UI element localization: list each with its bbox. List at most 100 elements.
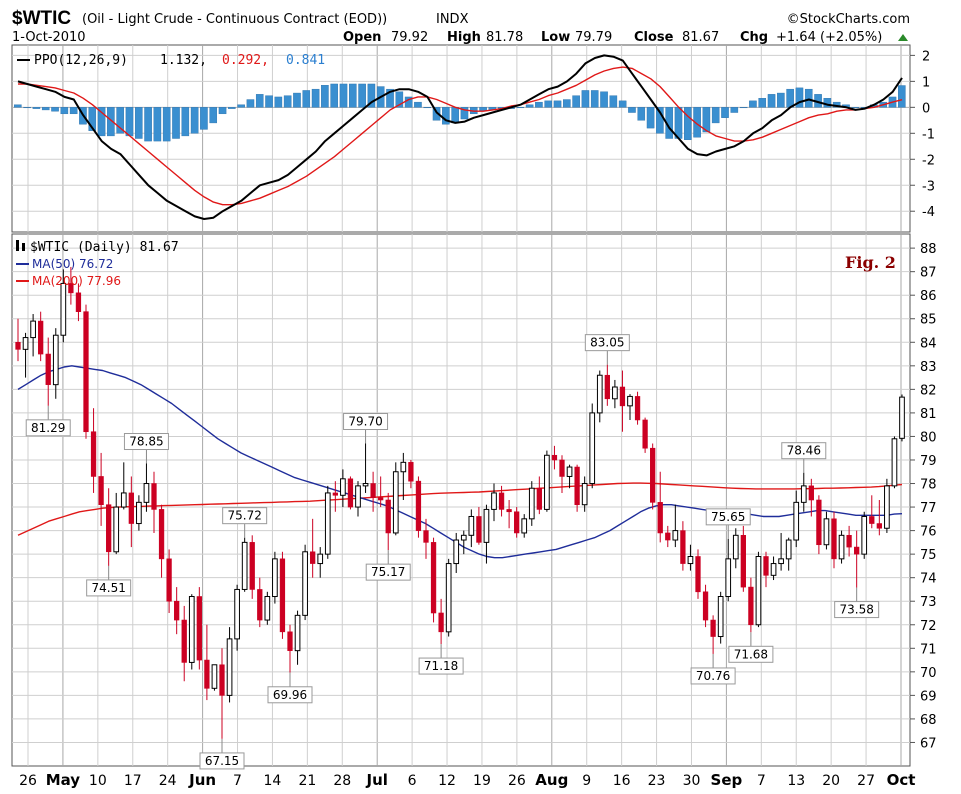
- candle-body-down: [90, 431, 97, 477]
- ppo-histogram-bar: [590, 90, 599, 108]
- candle-body-up: [453, 539, 460, 565]
- candle-body-down: [166, 558, 172, 602]
- ppo-histogram-bar: [265, 95, 273, 108]
- candle-body-up: [445, 563, 452, 633]
- candle-body-down: [128, 492, 134, 524]
- ppo-histogram-bar: [283, 95, 292, 108]
- ppo-histogram-bar: [898, 85, 906, 108]
- ma50-legend: MA(50) 76.72: [32, 257, 113, 271]
- candle-body-down: [423, 530, 429, 543]
- price-annotation: 73.58: [834, 587, 880, 619]
- candle-body-down: [710, 619, 716, 637]
- x-tick-label: Jun: [188, 771, 216, 789]
- candle-body-up: [113, 506, 120, 553]
- ppo-histogram-bar: [739, 107, 748, 109]
- ppo-histogram-bar: [628, 107, 636, 113]
- candle-body-down: [106, 504, 112, 553]
- candle-body-up: [884, 485, 890, 529]
- x-tick-label: 30: [683, 773, 701, 789]
- candle-body-up: [612, 386, 618, 400]
- candle-body-up: [891, 438, 898, 487]
- candle-body-up: [785, 539, 792, 560]
- ppo-histogram-bar: [451, 107, 459, 124]
- candle-body-down: [385, 499, 391, 534]
- annotation-box: [690, 667, 736, 685]
- candle-body-up: [22, 337, 29, 350]
- price-legend-swatch: [16, 240, 19, 251]
- candle-body-up: [627, 395, 633, 407]
- ppo-histogram-bar: [358, 83, 366, 108]
- price-y-tick-label: 84: [920, 336, 937, 351]
- price-annotation: 78.85: [123, 433, 169, 464]
- candle-body-down: [763, 556, 769, 576]
- candle-body-down: [854, 546, 860, 555]
- candle-body-down: [15, 341, 21, 350]
- price-y-tick-label: 82: [920, 383, 937, 398]
- candle-body-up: [528, 487, 535, 520]
- annotation-box: [584, 334, 630, 352]
- price-y-tick-label: 67: [920, 736, 937, 751]
- ppo-y-tick-label: 2: [922, 49, 930, 64]
- candle-body-up: [272, 558, 278, 598]
- price-y-tick-label: 71: [920, 642, 937, 657]
- candle-body-up: [581, 483, 588, 506]
- candle-body-up: [483, 508, 490, 543]
- ppo-legend-histogram: 0.841: [286, 53, 325, 68]
- ppo-histogram-bar: [749, 100, 757, 108]
- price-y-tick-label: 81: [920, 407, 937, 422]
- ppo-histogram-bar: [218, 107, 227, 115]
- candle-body-down: [808, 485, 814, 501]
- ppo-histogram-bar: [544, 100, 552, 108]
- candle-body-up: [460, 534, 467, 541]
- x-tick-label: 9: [582, 773, 591, 789]
- price-y-tick-label: 85: [920, 313, 937, 328]
- candle-body-down: [310, 551, 316, 564]
- candle-body-up: [687, 555, 694, 565]
- annotation-label: 69.96: [273, 688, 307, 702]
- ppo-histogram-bar: [581, 90, 590, 108]
- annotation-box: [25, 419, 71, 437]
- ppo-histogram-bar: [423, 107, 432, 109]
- candle-body-down: [38, 320, 44, 355]
- price-y-tick-label: 86: [920, 289, 937, 304]
- ppo-histogram-bar: [339, 83, 348, 108]
- price-y-tick-label: 83: [920, 360, 937, 375]
- annotation-box: [123, 433, 169, 451]
- ppo-histogram-bar: [618, 100, 627, 108]
- candle-body-up: [589, 412, 596, 485]
- ppo-histogram-bar: [656, 107, 664, 134]
- figure-label: Fig. 2: [845, 253, 896, 272]
- low-value: 79.79: [575, 30, 612, 45]
- quote-line: Open 79.92 High 81.78 Low 79.79 Close 81…: [343, 30, 908, 45]
- x-tick-label: 26: [508, 773, 526, 789]
- ppo-histogram-bar: [14, 104, 22, 108]
- ppo-histogram-bar: [804, 88, 813, 108]
- ppo-histogram-bar: [209, 107, 218, 124]
- price-y-tick-label: 75: [920, 548, 937, 563]
- candle-body-up: [340, 478, 346, 496]
- candle-body-down: [514, 511, 520, 534]
- annotation-label: 67.15: [205, 754, 239, 768]
- ppo-signal-line: [18, 66, 903, 206]
- ppo-histogram-bar: [721, 107, 729, 118]
- candle-body-down: [45, 353, 51, 385]
- x-tick-label: Oct: [887, 771, 916, 789]
- ppo-histogram-bar: [786, 88, 794, 108]
- x-tick-label: 6: [408, 773, 417, 789]
- candle-body-down: [846, 535, 852, 548]
- ppo-histogram-bar: [32, 107, 41, 109]
- ppo-histogram-bar: [246, 99, 255, 108]
- ppo-legend-signal: 0.292,: [222, 53, 269, 68]
- source-label[interactable]: ©StockCharts.com: [787, 12, 910, 27]
- candle-body-up: [188, 596, 195, 663]
- candle-body-down: [196, 596, 202, 661]
- ppo-histogram-bar: [525, 104, 534, 108]
- candle-body-down: [740, 535, 746, 588]
- candle-body-down: [748, 586, 754, 626]
- annotation-box: [834, 601, 880, 619]
- ppo-histogram-bar: [572, 95, 580, 108]
- candle-body-up: [793, 501, 800, 541]
- price-annotation: 81.29: [25, 405, 71, 437]
- candle-body-up: [30, 320, 36, 339]
- ppo-histogram-bar: [330, 83, 338, 108]
